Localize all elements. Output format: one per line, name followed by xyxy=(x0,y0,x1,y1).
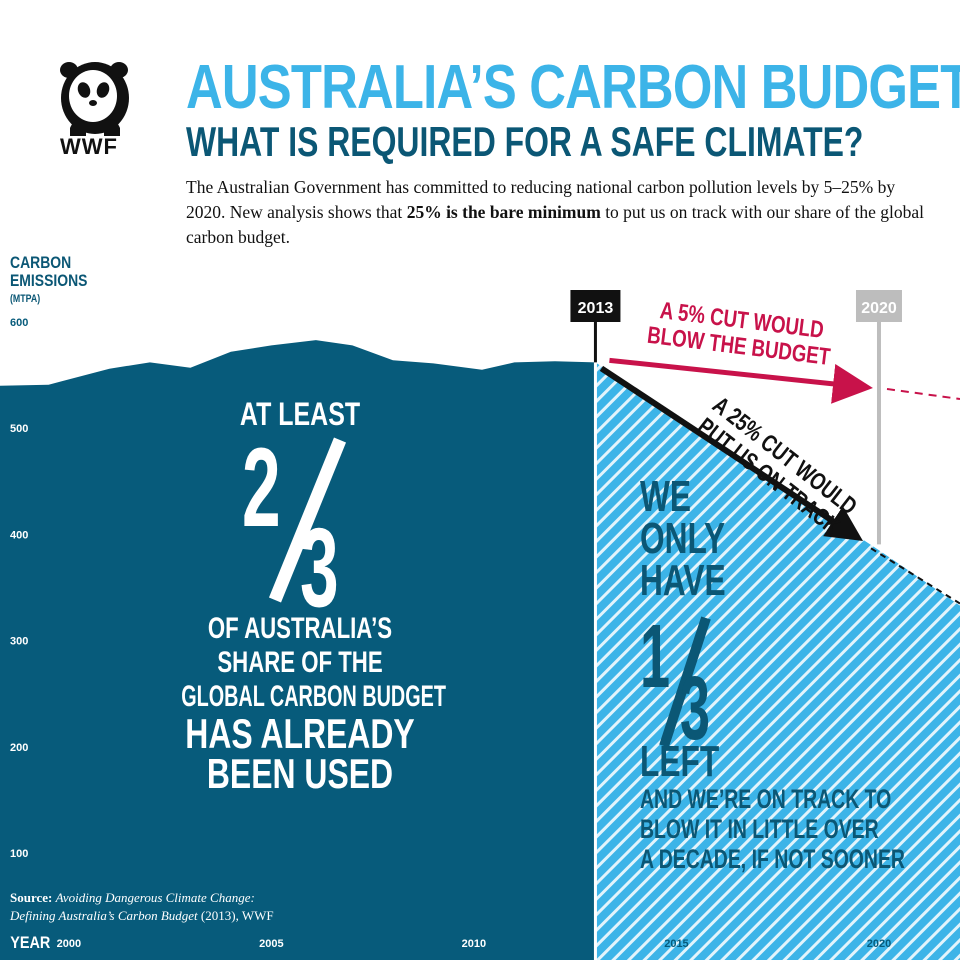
wwf-logo-text: WWF xyxy=(60,134,118,159)
x-axis-label: YEAR xyxy=(10,934,51,952)
callout-decade: A DECADE, IF NOT SOONER xyxy=(640,844,905,874)
x-tick-label: 2005 xyxy=(259,938,283,950)
x-tick-label: 2010 xyxy=(462,938,486,950)
fraction-slash-icon-right xyxy=(659,616,711,748)
cut5-dashed-extension xyxy=(886,388,960,400)
x-tick-label: 2015 xyxy=(664,938,688,950)
two-thirds-fraction xyxy=(230,430,370,610)
callout-only: ONLY xyxy=(640,514,726,563)
callout-little-over: BLOW IT IN LITTLE OVER xyxy=(640,814,879,844)
y-tick-label: 100 xyxy=(10,848,28,860)
used-budget-description: OF AUSTRALIA’S SHARE OF THE GLOBAL CARBO… xyxy=(120,612,480,797)
fraction-numerator-2: 2 xyxy=(242,425,281,550)
callout-have: HAVE xyxy=(640,556,726,605)
one-third-fraction xyxy=(640,612,730,752)
page-subtitle: WHAT IS REQUIRED FOR A SAFE CLIMATE? xyxy=(186,118,864,165)
page-title: AUSTRALIA’S CARBON BUDGET xyxy=(186,53,960,122)
x-tick-label: 2000 xyxy=(57,938,81,950)
intro-text-bold: 25% is the bare minimum xyxy=(406,202,601,222)
callout-line-been-used: BEEN USED xyxy=(206,750,394,797)
used-budget-callout: AT LEAST xyxy=(150,396,450,433)
marker-2020-label: 2020 xyxy=(861,300,897,317)
cut25-arrow xyxy=(599,365,864,541)
marker-2013-label: 2013 xyxy=(578,300,614,317)
y-axis-label: CARBON EMISSIONS xyxy=(10,253,88,290)
marker-2020-box xyxy=(855,290,902,322)
source-title-line2: Defining Australia’s Carbon Budget xyxy=(10,908,198,923)
source-citation: Source: Avoiding Dangerous Climate Chang… xyxy=(10,889,274,925)
intro-text-part2: to put us on track with our share of the… xyxy=(186,202,925,247)
remaining-budget-area xyxy=(595,362,960,960)
historical-emissions-area xyxy=(0,340,596,960)
x-tick-label: 2020 xyxy=(867,938,891,950)
callout-line-australias: OF AUSTRALIA’S xyxy=(207,612,393,645)
source-suffix: (2013), WWF xyxy=(197,908,274,923)
remaining-budget-description: LEFT AND WE’RE ON TRACK TO BLOW IT IN LI… xyxy=(640,737,940,875)
fraction-numerator-1: 1 xyxy=(640,607,671,707)
callout-left: LEFT xyxy=(640,737,720,786)
fraction-slash-icon xyxy=(268,437,347,603)
cut5-arrow xyxy=(609,357,873,404)
callout-line-share: SHARE OF THE xyxy=(217,646,383,679)
y-tick-label: 400 xyxy=(10,529,28,541)
fraction-denominator-3: 3 xyxy=(300,505,339,630)
fraction-denominator-3-right: 3 xyxy=(680,659,711,759)
panda-logo-icon xyxy=(60,62,129,136)
callout-line-has-already: HAS ALREADY xyxy=(185,710,415,757)
source-label: Source: xyxy=(10,890,53,905)
marker-2013-box xyxy=(570,290,621,322)
source-title-line1: Avoiding Dangerous Climate Change: xyxy=(55,890,255,905)
callout-on-track: AND WE’RE ON TRACK TO xyxy=(640,784,892,814)
intro-paragraph: The Australian Government has committed … xyxy=(186,175,926,250)
callout-we: WE xyxy=(640,472,692,521)
callout-at-least: AT LEAST xyxy=(239,396,361,432)
callout-line-global: GLOBAL CARBON BUDGET xyxy=(181,680,446,713)
y-axis-units: (MTPA) xyxy=(10,293,41,305)
y-tick-label: 300 xyxy=(10,636,28,648)
y-tick-label: 600 xyxy=(10,317,28,329)
remaining-budget-callout: WE ONLY HAVE xyxy=(640,472,730,605)
y-tick-label: 500 xyxy=(10,423,28,435)
y-tick-label: 200 xyxy=(10,742,28,754)
intro-text-part1: The Australian Government has committed … xyxy=(186,177,896,222)
